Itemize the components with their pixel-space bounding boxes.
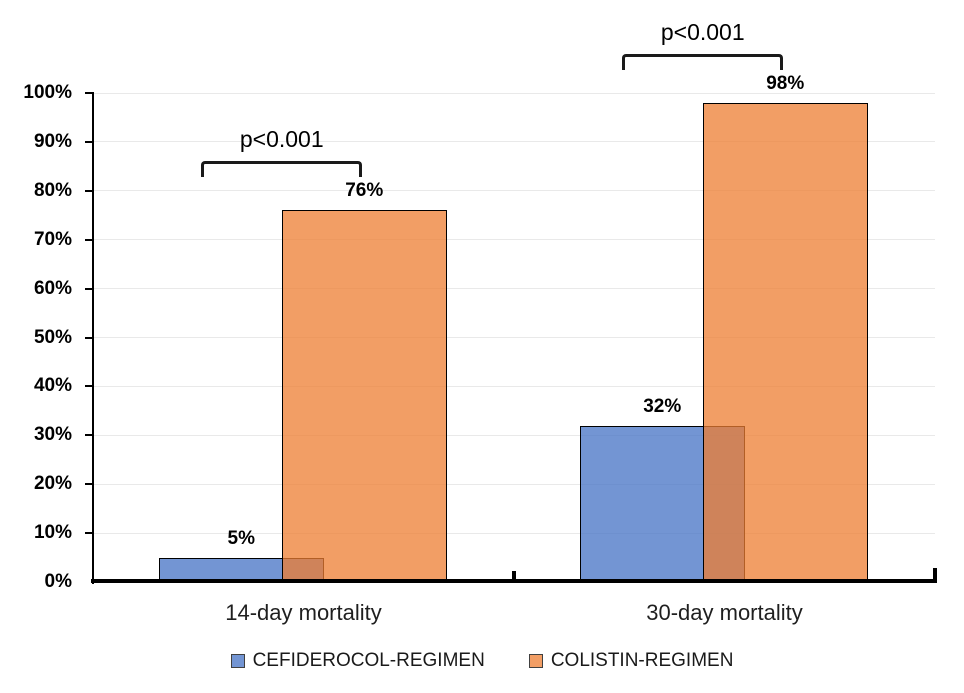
y-axis-tick — [85, 287, 93, 290]
y-axis-tick-label: 80% — [33, 179, 72, 201]
y-axis-tick-label: 60% — [33, 277, 72, 299]
x-axis-tick — [512, 571, 516, 579]
y-axis-tick — [85, 532, 93, 535]
y-axis-tick-label: 70% — [33, 228, 72, 250]
legend-item: COLISTIN-REGIMEN — [528, 650, 734, 672]
y-axis-tick — [85, 434, 93, 437]
bar-value-label: 5% — [227, 527, 255, 549]
bar-value-label: 98% — [766, 72, 805, 94]
y-axis-tick — [85, 140, 93, 143]
gridline — [93, 337, 935, 338]
gridline — [93, 141, 935, 143]
y-axis-tick — [85, 238, 93, 241]
legend-label: COLISTIN-REGIMEN — [550, 650, 734, 671]
gridline — [93, 434, 935, 436]
legend-swatch-icon — [528, 654, 543, 668]
y-axis-tick — [85, 336, 93, 339]
y-axis-tick-label: 0% — [44, 571, 72, 592]
gridline — [93, 385, 935, 387]
y-axis-tick-label: 20% — [33, 473, 72, 495]
y-axis-tick — [85, 483, 93, 486]
bar-value-label: 32% — [643, 395, 682, 417]
legend-item: CEFIDEROCOL-REGIMEN — [230, 650, 485, 672]
y-axis-tick — [85, 385, 93, 388]
y-axis-tick-label: 100% — [23, 82, 72, 103]
gridline — [93, 483, 935, 485]
gridline — [93, 288, 935, 290]
p-value-label: p<0.001 — [660, 18, 745, 45]
y-axis-tick — [85, 92, 93, 94]
bar-colistin-regimen — [703, 102, 868, 582]
significance-bracket — [201, 161, 363, 178]
y-axis-tick-label: 30% — [33, 424, 72, 446]
category-label: 14-day mortality — [225, 600, 382, 625]
gridline — [93, 190, 935, 192]
y-axis-tick-label: 40% — [33, 375, 72, 397]
y-axis-tick — [85, 189, 93, 192]
legend-label: CEFIDEROCOL-REGIMEN — [252, 650, 485, 671]
category-label: 30-day mortality — [646, 600, 803, 625]
y-axis-tick-label: 90% — [33, 130, 72, 152]
significance-bracket — [622, 53, 784, 70]
gridline — [93, 92, 935, 94]
legend: CEFIDEROCOL-REGIMEN COLISTIN-REGIMEN — [0, 650, 964, 672]
bar-colistin-regimen — [282, 210, 447, 582]
bar-value-label: 76% — [345, 180, 384, 202]
y-axis-line — [92, 92, 94, 584]
y-axis-tick-label: 10% — [33, 522, 72, 544]
legend-swatch-icon — [230, 654, 245, 668]
p-value-label: p<0.001 — [239, 126, 324, 153]
x-axis-line — [91, 579, 937, 583]
gridline — [93, 532, 935, 534]
x-axis-tick — [933, 568, 937, 579]
gridline — [93, 239, 935, 241]
y-axis-tick-label: 50% — [33, 326, 72, 348]
